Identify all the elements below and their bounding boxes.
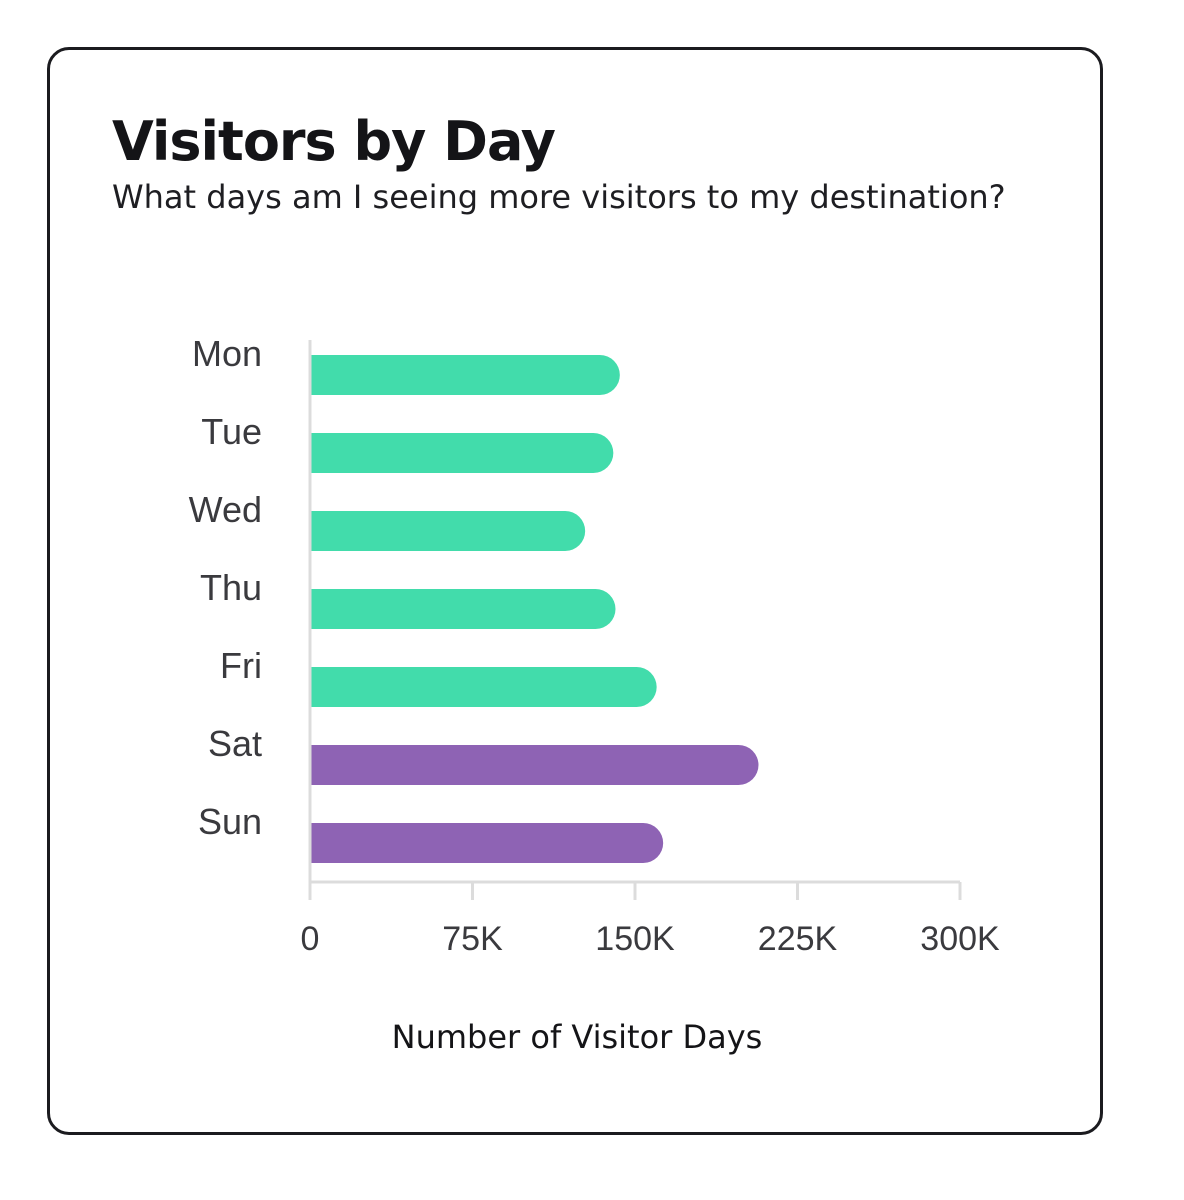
bar-mon: [310, 355, 620, 395]
category-label-sat: Sat: [208, 723, 262, 764]
x-tick-label: 75K: [442, 920, 503, 958]
x-tick-label: 150K: [595, 920, 675, 958]
bar-tue: [310, 433, 614, 473]
category-label-wed: Wed: [189, 489, 262, 530]
x-axis-title: Number of Visitor Days: [392, 1018, 763, 1056]
category-label-thu: Thu: [200, 567, 262, 608]
category-labels: Mon Tue Wed Thu Fri Sat Sun: [189, 333, 262, 842]
bar-sun: [310, 823, 664, 863]
bar-sat: [310, 745, 759, 785]
category-label-mon: Mon: [192, 333, 262, 374]
bar-wed: [310, 511, 586, 551]
category-label-tue: Tue: [201, 411, 262, 452]
category-label-fri: Fri: [220, 645, 262, 686]
chart-title: Visitors by Day: [112, 110, 556, 173]
x-tick-label: 225K: [758, 920, 838, 958]
category-label-sun: Sun: [198, 801, 262, 842]
bar-fri: [310, 667, 657, 707]
x-tick-label: 300K: [920, 920, 1000, 958]
x-tick-label: 0: [301, 920, 320, 958]
x-axis-ticks: 0 75K 150K 225K 300K: [301, 882, 1000, 958]
bars-layer: [310, 355, 759, 863]
bar-thu: [310, 589, 616, 629]
chart-subtitle: What days am I seeing more visitors to m…: [112, 178, 1006, 216]
